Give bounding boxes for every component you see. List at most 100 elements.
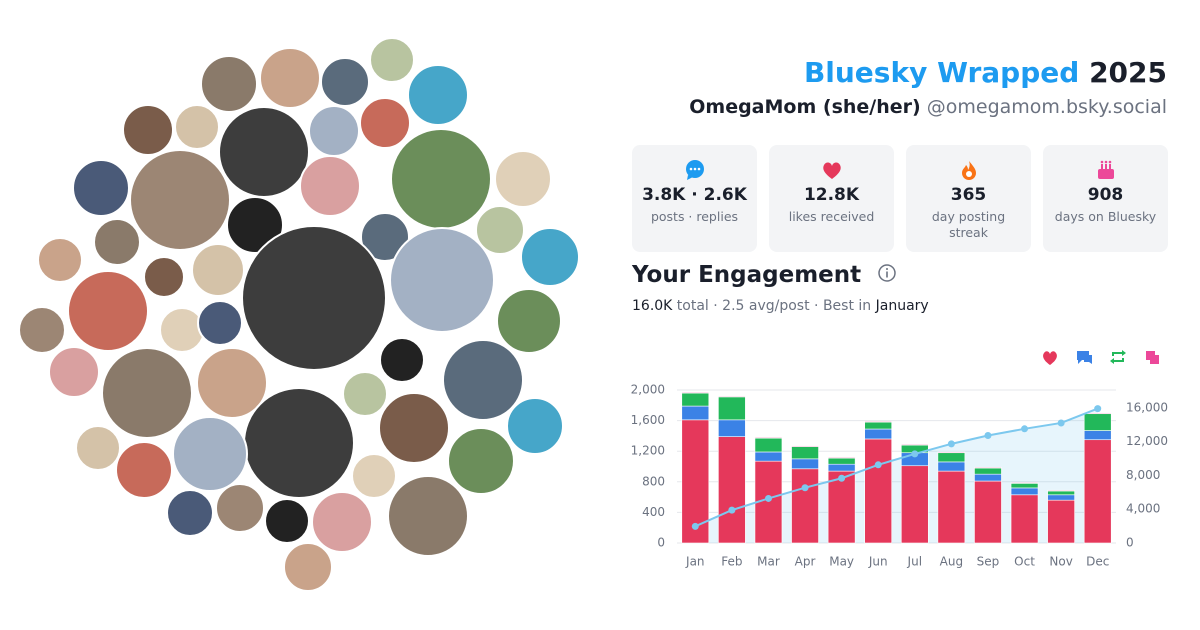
section-title: Your Engagement [632, 262, 897, 288]
avatar [390, 128, 492, 230]
line-point [1094, 405, 1102, 413]
x-tick-label: Mar [757, 555, 780, 569]
avatar [37, 237, 83, 283]
avatar [75, 425, 121, 471]
header-user: OmegaMom (she/her) @omegamom.bsky.social [689, 96, 1167, 118]
line-point [947, 440, 955, 448]
x-tick-label: Apr [795, 555, 816, 569]
bar-segment [1047, 494, 1075, 501]
bar-segment [754, 437, 783, 439]
bar-segment [864, 421, 893, 430]
bar-segment [900, 444, 929, 446]
bar-segment [791, 468, 819, 544]
avatar [166, 489, 214, 537]
stat-label: posts · replies [650, 209, 739, 224]
legend-icon [1146, 351, 1159, 364]
bar-segment [1083, 439, 1112, 544]
bar-segment [1010, 483, 1039, 489]
legend-icon [1110, 350, 1126, 364]
avatar [379, 337, 425, 383]
summary: 16.0K total · 2.5 avg/post · Best in Jan… [632, 298, 929, 314]
avatar [494, 150, 552, 208]
avatar [506, 397, 564, 455]
bar-segment [1047, 490, 1075, 496]
icon [685, 160, 704, 180]
line-point [838, 474, 846, 482]
bar-segment [1047, 499, 1075, 544]
x-tick-label: Sep [977, 555, 1000, 569]
bar-segment [937, 461, 966, 472]
avatar [101, 347, 193, 439]
avatar [174, 104, 220, 150]
display-name: OmegaMom (she/her) [689, 96, 921, 118]
line-point [911, 450, 919, 458]
header-title: Bluesky Wrapped 2025 [804, 56, 1167, 89]
line-point [874, 461, 882, 469]
info-icon[interactable] [877, 263, 897, 283]
x-tick-label: Jun [868, 555, 888, 569]
line-point [728, 506, 736, 514]
avatar [67, 270, 149, 352]
avatar [259, 47, 321, 109]
avatar [243, 387, 355, 499]
bar-segment [974, 480, 1002, 544]
bar-segment [681, 419, 710, 544]
bar-segment [791, 458, 819, 470]
avatar [226, 196, 284, 254]
y-tick-label: 400 [642, 505, 665, 519]
stat-card: 3.8K · 2.6K posts · replies [632, 145, 757, 252]
x-tick-label: Aug [940, 555, 963, 569]
avatar [360, 212, 410, 262]
icon [961, 161, 976, 180]
line-point [691, 522, 699, 530]
bar-segment [1083, 430, 1112, 441]
handle: @omegamom.bsky.social [926, 96, 1167, 118]
line-point [1057, 419, 1065, 427]
bar-segment [681, 405, 710, 421]
bar-segment [718, 395, 746, 398]
y-tick-label: 0 [657, 536, 665, 550]
avatar [197, 300, 243, 346]
section-title-text: Your Engagement [632, 262, 862, 288]
x-tick-label: Dec [1086, 555, 1109, 569]
bar-segment [791, 446, 819, 460]
x-tick-label: May [829, 555, 854, 569]
y2-tick-label: 8,000 [1126, 468, 1160, 482]
bar-segment [681, 392, 710, 407]
legend-icon [1043, 351, 1057, 365]
bar-segment [900, 465, 929, 544]
avatar [308, 105, 360, 157]
bar-segment [864, 438, 893, 544]
y2-tick-label: 4,000 [1126, 502, 1160, 516]
y2-tick-label: 12,000 [1126, 434, 1168, 448]
avatar [378, 392, 450, 464]
y2-tick-label: 16,000 [1126, 400, 1168, 414]
line-point [984, 431, 992, 439]
bar-segment [1010, 494, 1039, 544]
icon [1097, 160, 1114, 179]
stat-label: day posting streak [931, 209, 1006, 240]
line-point [801, 484, 809, 492]
avatar [389, 227, 495, 333]
bar-segment [754, 451, 783, 462]
avatar [342, 371, 388, 417]
stat-card: 12.8K likes received [769, 145, 894, 252]
bar-segment [864, 421, 893, 423]
avatar [369, 37, 415, 83]
title-brand: Bluesky Wrapped [803, 56, 1080, 89]
avatar [311, 491, 373, 553]
avatar [115, 441, 173, 499]
avatar [407, 64, 469, 126]
avatar [387, 475, 469, 557]
x-tick-label: Jan [685, 555, 705, 569]
bar-segment [974, 473, 1002, 482]
bar-segment [827, 457, 856, 465]
bar-segment [681, 391, 710, 394]
legend-icon [1077, 351, 1092, 364]
bar-segment [1010, 482, 1039, 484]
bar-segment [937, 451, 966, 454]
line [694, 407, 1099, 528]
bar-segment [974, 467, 1002, 475]
avatar [122, 104, 174, 156]
avatar [351, 453, 397, 499]
